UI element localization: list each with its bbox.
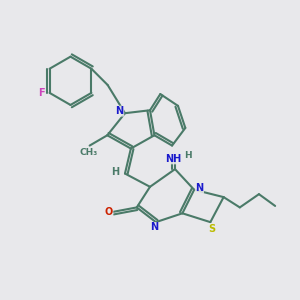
Text: N: N bbox=[195, 183, 203, 193]
Text: O: O bbox=[105, 207, 113, 217]
Text: N: N bbox=[116, 106, 124, 116]
Text: F: F bbox=[38, 88, 45, 98]
Text: H: H bbox=[184, 152, 192, 160]
Text: NH: NH bbox=[165, 154, 182, 164]
Text: CH₃: CH₃ bbox=[79, 148, 97, 157]
Text: H: H bbox=[112, 167, 120, 177]
Text: S: S bbox=[208, 224, 215, 234]
Text: N: N bbox=[150, 222, 158, 233]
